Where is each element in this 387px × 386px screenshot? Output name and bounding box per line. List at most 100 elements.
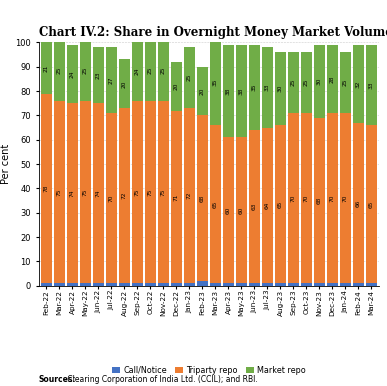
Text: Sources:: Sources: bbox=[39, 375, 76, 384]
Text: 65: 65 bbox=[213, 200, 218, 208]
Bar bbox=[236, 283, 247, 286]
Y-axis label: Per cent: Per cent bbox=[1, 144, 11, 184]
Bar bbox=[158, 40, 169, 101]
Bar bbox=[158, 101, 169, 283]
Bar bbox=[288, 52, 299, 113]
Bar bbox=[223, 45, 234, 137]
Bar bbox=[301, 283, 312, 286]
Bar bbox=[197, 67, 208, 115]
Text: 25: 25 bbox=[343, 79, 348, 86]
Text: 75: 75 bbox=[135, 188, 140, 196]
Bar bbox=[249, 283, 260, 286]
Text: 68: 68 bbox=[317, 197, 322, 204]
Text: 75: 75 bbox=[83, 188, 88, 196]
Bar bbox=[327, 283, 338, 286]
Bar bbox=[171, 110, 182, 283]
Text: 70: 70 bbox=[291, 194, 296, 202]
Bar bbox=[353, 283, 364, 286]
Text: 70: 70 bbox=[109, 194, 114, 202]
Bar bbox=[288, 283, 299, 286]
Text: 74: 74 bbox=[96, 190, 101, 197]
Bar bbox=[145, 101, 156, 283]
Bar bbox=[106, 283, 117, 286]
Text: 71: 71 bbox=[174, 193, 179, 201]
Bar bbox=[210, 40, 221, 125]
Text: 70: 70 bbox=[330, 194, 335, 202]
Text: 32: 32 bbox=[356, 80, 361, 88]
Text: 78: 78 bbox=[44, 185, 49, 192]
Text: 25: 25 bbox=[57, 67, 62, 74]
Text: 25: 25 bbox=[291, 79, 296, 86]
Bar bbox=[340, 113, 351, 283]
Text: 66: 66 bbox=[356, 199, 361, 207]
Bar bbox=[249, 130, 260, 283]
Text: 75: 75 bbox=[57, 188, 62, 196]
Bar bbox=[301, 52, 312, 113]
Text: 64: 64 bbox=[265, 202, 270, 209]
Bar bbox=[106, 47, 117, 113]
Bar bbox=[80, 283, 91, 286]
Text: 25: 25 bbox=[83, 67, 88, 74]
Text: 25: 25 bbox=[148, 67, 153, 74]
Bar bbox=[275, 52, 286, 125]
Bar bbox=[93, 47, 104, 103]
Bar bbox=[236, 137, 247, 283]
Text: 33: 33 bbox=[369, 81, 374, 89]
Bar bbox=[366, 283, 377, 286]
Bar bbox=[41, 93, 52, 283]
Bar bbox=[93, 103, 104, 283]
Bar bbox=[301, 113, 312, 283]
Text: 38: 38 bbox=[239, 87, 244, 95]
Bar bbox=[366, 125, 377, 283]
Bar bbox=[171, 283, 182, 286]
Text: 23: 23 bbox=[96, 71, 101, 79]
Bar bbox=[145, 40, 156, 101]
Text: 68: 68 bbox=[200, 195, 205, 202]
Text: 35: 35 bbox=[213, 79, 218, 86]
Text: 72: 72 bbox=[122, 192, 127, 200]
Bar bbox=[327, 113, 338, 283]
Bar bbox=[67, 45, 78, 103]
Bar bbox=[106, 113, 117, 283]
Text: 30: 30 bbox=[317, 78, 322, 85]
Text: 20: 20 bbox=[200, 87, 205, 95]
Bar bbox=[353, 123, 364, 283]
Bar bbox=[41, 283, 52, 286]
Text: 33: 33 bbox=[265, 84, 270, 91]
Text: 24: 24 bbox=[135, 68, 140, 75]
Text: 25: 25 bbox=[161, 67, 166, 74]
Text: 20: 20 bbox=[174, 83, 179, 90]
Bar bbox=[262, 283, 273, 286]
Text: 25: 25 bbox=[187, 74, 192, 81]
Bar bbox=[327, 45, 338, 113]
Bar bbox=[366, 45, 377, 125]
Text: 72: 72 bbox=[187, 192, 192, 200]
Bar bbox=[54, 283, 65, 286]
Bar bbox=[80, 101, 91, 283]
Text: 27: 27 bbox=[109, 76, 114, 84]
Bar bbox=[54, 40, 65, 101]
Bar bbox=[223, 137, 234, 283]
Bar bbox=[262, 47, 273, 127]
Text: 25: 25 bbox=[304, 79, 309, 86]
Bar bbox=[132, 42, 143, 101]
Bar bbox=[275, 125, 286, 283]
Bar bbox=[119, 59, 130, 108]
Bar bbox=[184, 283, 195, 286]
Text: Chart IV.2: Share in Overnight Money Market Volumes: Chart IV.2: Share in Overnight Money Mar… bbox=[39, 25, 387, 39]
Bar bbox=[262, 127, 273, 283]
Text: 21: 21 bbox=[44, 64, 49, 72]
Text: 65: 65 bbox=[369, 200, 374, 208]
Bar bbox=[67, 103, 78, 283]
Bar bbox=[340, 283, 351, 286]
Bar bbox=[223, 283, 234, 286]
Text: 75: 75 bbox=[148, 188, 153, 196]
Bar bbox=[54, 101, 65, 283]
Bar bbox=[353, 45, 364, 123]
Bar bbox=[132, 101, 143, 283]
Bar bbox=[158, 283, 169, 286]
Text: 60: 60 bbox=[226, 207, 231, 214]
Text: 63: 63 bbox=[252, 203, 257, 210]
Bar bbox=[80, 40, 91, 101]
Bar bbox=[210, 283, 221, 286]
